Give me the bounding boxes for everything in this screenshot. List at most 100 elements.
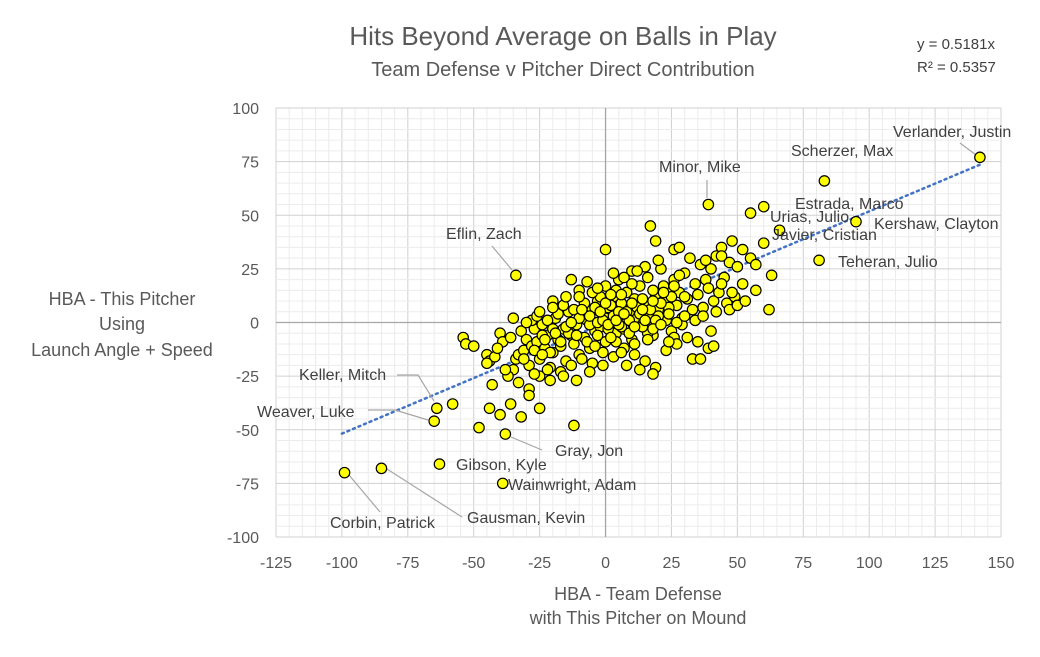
data-point: [467, 340, 480, 352]
data-points: [338, 151, 986, 490]
data-point: [528, 368, 541, 380]
data-point: [678, 310, 691, 322]
y-tick-label: 50: [241, 208, 259, 225]
x-tick-label: 50: [728, 555, 746, 572]
data-point: [652, 254, 665, 267]
data-point: [581, 275, 593, 288]
y-tick-label: -25: [236, 369, 259, 386]
data-point: [481, 357, 493, 370]
point-label: Estrada, Marco: [795, 196, 904, 213]
data-point: [610, 314, 622, 327]
point-label: Gausman, Kevin: [467, 510, 585, 527]
labeled-data-point: [433, 458, 446, 470]
data-point: [634, 363, 646, 376]
data-point: [547, 301, 559, 314]
point-label: Eflin, Zach: [446, 226, 522, 243]
annotation-leader-line: [368, 409, 429, 421]
point-label: Teheran, Julio: [838, 254, 938, 271]
data-point: [736, 278, 749, 290]
data-point: [549, 327, 562, 340]
point-label: Scherzer, Max: [791, 143, 893, 160]
data-point: [541, 363, 554, 376]
data-point: [491, 342, 504, 355]
data-point: [647, 295, 659, 307]
data-point: [597, 346, 609, 359]
data-point: [568, 419, 580, 432]
data-point: [628, 348, 641, 361]
data-point: [620, 359, 633, 372]
data-point: [684, 252, 696, 264]
data-point: [541, 314, 554, 327]
data-point: [573, 290, 585, 303]
data-point: [583, 366, 596, 378]
point-label: Wainwright, Adam: [508, 477, 636, 494]
annotation-leader-line: [491, 245, 513, 271]
data-point: [499, 363, 512, 376]
data-point: [697, 310, 709, 322]
point-label: Gray, Jon: [555, 443, 623, 460]
data-point: [536, 348, 549, 361]
labeled-data-point: [338, 466, 351, 479]
data-point: [644, 220, 657, 232]
point-label: Keller, Mitch: [299, 367, 386, 384]
x-tick-label: 75: [794, 555, 812, 572]
data-point: [599, 243, 612, 256]
data-point: [715, 250, 728, 262]
data-point: [446, 398, 459, 410]
y-tick-label: 75: [241, 155, 259, 172]
data-point: [631, 265, 643, 277]
data-point: [692, 288, 704, 301]
data-point: [663, 336, 675, 348]
labeled-data-point: [499, 428, 512, 440]
x-axis-title-line-2: with This Pitcher on Mound: [529, 608, 747, 628]
data-point: [618, 271, 630, 284]
data-point: [736, 243, 749, 256]
trendline: [340, 163, 982, 435]
data-point: [589, 340, 601, 352]
annotation-leader-line: [386, 468, 463, 518]
labeled-data-point: [744, 207, 757, 219]
data-point: [739, 295, 752, 307]
data-point: [483, 402, 496, 415]
labeled-data-point: [431, 402, 443, 415]
data-point: [599, 297, 612, 309]
data-point: [539, 333, 551, 346]
point-label: Weaver, Luke: [257, 404, 355, 421]
data-point: [518, 353, 530, 365]
data-point: [689, 278, 701, 290]
data-point: [504, 398, 517, 410]
data-point: [565, 359, 578, 372]
data-point: [702, 282, 715, 294]
annotation-leader-line: [348, 474, 381, 513]
data-point: [523, 389, 535, 402]
data-point: [576, 353, 588, 365]
data-point: [678, 290, 691, 303]
data-point: [670, 316, 683, 329]
data-point: [504, 331, 517, 344]
trendline-r-squared: R² = 0.5357: [917, 59, 996, 76]
data-point: [663, 308, 675, 320]
data-point: [560, 290, 572, 303]
data-point: [628, 320, 641, 333]
labeled-data-point: [813, 254, 825, 267]
x-tick-label: 25: [663, 555, 681, 572]
x-tick-label: -50: [462, 555, 485, 572]
data-point: [647, 368, 659, 380]
data-point: [605, 331, 617, 344]
data-point: [639, 355, 651, 367]
chart-subtitle: Team Defense v Pitcher Direct Contributi…: [371, 59, 755, 81]
point-label: Gibson, Kyle: [456, 457, 547, 474]
data-point: [507, 312, 520, 325]
data-point: [628, 338, 641, 350]
x-tick-label: 100: [856, 555, 883, 572]
data-point: [699, 254, 712, 267]
point-label: Verlander, Justin: [893, 124, 1011, 141]
data-point: [515, 325, 527, 337]
point-label: Corbin, Patrick: [330, 515, 436, 532]
data-point: [494, 408, 506, 421]
data-point: [657, 286, 670, 299]
data-point: [765, 269, 778, 282]
data-point: [750, 284, 762, 297]
data-point: [565, 273, 578, 286]
